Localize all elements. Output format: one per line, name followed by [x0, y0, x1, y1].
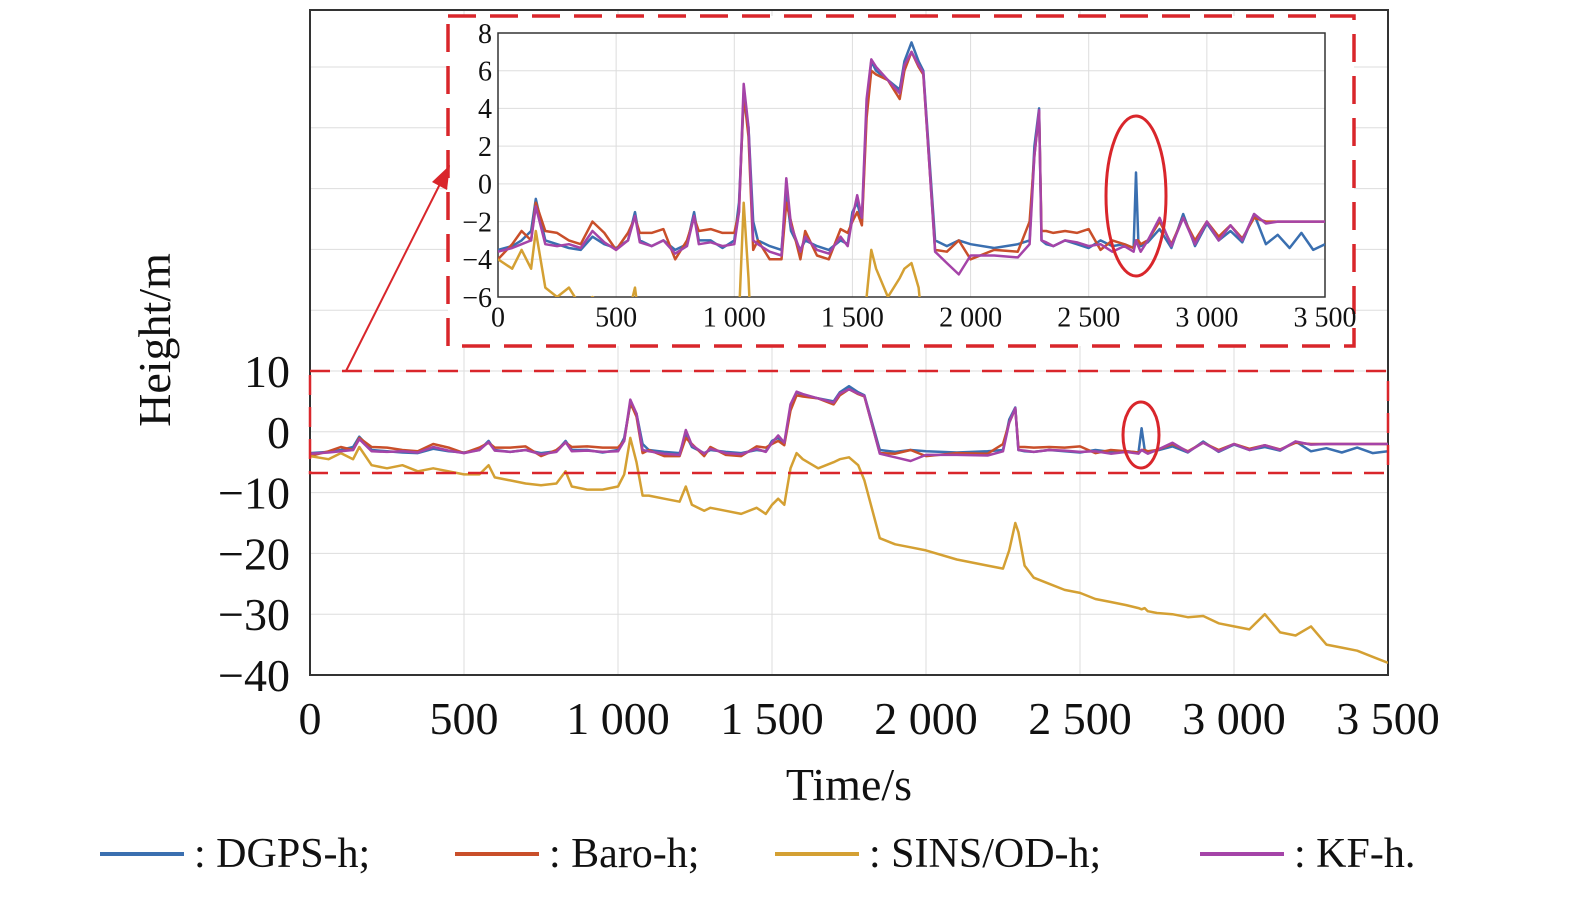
main-x-tick-label: 3 000 — [1182, 693, 1286, 744]
inset-y-tick-label: −2 — [462, 207, 492, 238]
main-x-tick-label: 2 000 — [874, 693, 978, 744]
inset-x-tick-label: 3 500 — [1294, 302, 1357, 333]
main-x-tick-label: 3 500 — [1336, 693, 1440, 744]
main-y-tick-label: −20 — [218, 528, 290, 579]
legend-item-dgps: : DGPS-h; — [100, 824, 370, 884]
zoom-region-box — [308, 369, 1390, 475]
inset-x-tick-label: 2 000 — [939, 302, 1002, 333]
inset-y-ticks: 8 6 4 2 0 −2 −4 −6 — [462, 19, 492, 314]
inset-x-tick-label: 3 000 — [1175, 302, 1238, 333]
spike-highlight-main — [1121, 400, 1161, 470]
legend-label-dgps: : DGPS-h; — [194, 831, 371, 877]
legend-swatch-kf — [1200, 852, 1284, 856]
main-y-tick-label: −30 — [218, 589, 290, 640]
legend: : DGPS-h; : Baro-h; : SINS/OD-h; : KF-h. — [0, 824, 1575, 884]
inset-y-tick-label: 4 — [478, 94, 492, 125]
inset-x-tick-label: 1 500 — [821, 302, 884, 333]
legend-label-kf: : KF-h. — [1294, 831, 1416, 877]
zoom-arrow-head — [432, 165, 450, 190]
inset-y-tick-label: 6 — [478, 57, 492, 88]
series-line-dgps-h — [310, 384, 1388, 455]
main-x-ticks: 0 500 1 000 1 500 2 000 2 500 3 000 3 500 — [299, 693, 1440, 744]
legend-item-baro: : Baro-h; — [455, 824, 699, 884]
main-y-tick-label: 0 — [267, 407, 290, 458]
series-line-baro-h — [310, 387, 1388, 458]
inset-series — [498, 41, 1325, 297]
inset-x-tick-label: 1 000 — [703, 302, 766, 333]
main-y-ticks: 10 0 −10 −20 −30 −40 — [218, 346, 290, 701]
series-line-kf-h — [498, 50, 1325, 276]
legend-item-kf: : KF-h. — [1200, 824, 1415, 884]
series-line-sins-od-h — [498, 201, 921, 297]
inset-y-tick-label: −6 — [462, 283, 492, 314]
main-x-tick-label: 2 500 — [1028, 693, 1132, 744]
legend-swatch-sins — [775, 852, 859, 856]
main-plot-frame — [309, 9, 1389, 676]
series-line-kf-h — [310, 387, 1388, 463]
main-y-tick-label: −10 — [218, 468, 290, 519]
main-x-tick-label: 1 500 — [720, 693, 824, 744]
series-line-sins-od-h — [310, 436, 1388, 664]
inset-x-tick-label: 0 — [491, 302, 505, 333]
main-y-tick-label: −40 — [218, 650, 290, 701]
inset-y-tick-label: 8 — [478, 19, 492, 50]
legend-swatch-baro — [455, 852, 539, 856]
spike-highlight-inset — [1104, 114, 1168, 278]
y-axis-label: Height/m — [129, 253, 180, 427]
x-axis-label: Time/s — [786, 759, 912, 810]
inset-plot-frame — [497, 32, 1326, 298]
main-series — [310, 384, 1388, 664]
main-x-tick-label: 500 — [430, 693, 499, 744]
inset-dashed-border — [446, 14, 1356, 348]
inset-y-tick-label: 2 — [478, 132, 492, 163]
inset-y-tick-label: −4 — [462, 245, 492, 276]
inset-x-tick-label: 500 — [595, 302, 637, 333]
inset-y-tick-label: 0 — [478, 170, 492, 201]
zoom-arrow — [345, 179, 443, 372]
main-x-tick-label: 0 — [299, 693, 322, 744]
inset-x-ticks: 0 500 1 000 1 500 2 000 2 500 3 000 3 500 — [491, 302, 1357, 333]
legend-swatch-dgps — [100, 852, 184, 856]
legend-item-sins: : SINS/OD-h; — [775, 824, 1101, 884]
inset-x-tick-label: 2 500 — [1057, 302, 1120, 333]
legend-label-sins: : SINS/OD-h; — [869, 831, 1102, 877]
legend-label-baro: : Baro-h; — [549, 831, 700, 877]
main-y-tick-label: 10 — [244, 346, 290, 397]
main-x-tick-label: 1 000 — [566, 693, 670, 744]
